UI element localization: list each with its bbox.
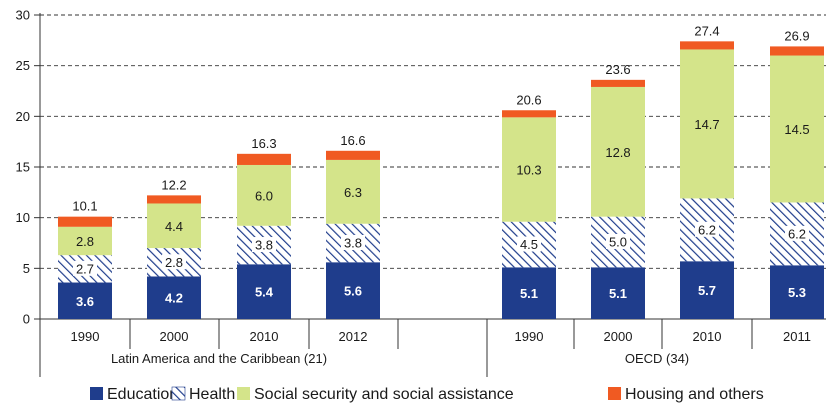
segment-label: 4.4	[165, 219, 183, 234]
x-tick-label: 2011	[783, 329, 811, 344]
bar-segment	[502, 267, 556, 319]
bar-segment	[770, 55, 824, 203]
segment-label: 2.8	[165, 255, 183, 270]
segment-label: 12.8	[605, 145, 630, 160]
y-tick-label: 25	[16, 58, 30, 73]
label-backdrop	[606, 233, 630, 249]
segment-label: 5.6	[344, 284, 362, 299]
bar-segment	[237, 264, 291, 319]
segment-label: 5.0	[609, 234, 627, 249]
legend-swatch	[171, 386, 186, 401]
y-tick-label: 5	[23, 261, 30, 276]
x-tick-label: 2010	[250, 329, 279, 344]
segment-label: 14.7	[694, 117, 719, 132]
bar-segment	[680, 261, 734, 319]
legend: Education Health Social security and socia…	[90, 386, 764, 403]
bar-segment	[680, 49, 734, 199]
legend-label: Education	[107, 386, 178, 403]
bar-segment	[591, 267, 645, 319]
bar-segment	[591, 86, 645, 217]
bars	[58, 41, 824, 319]
bar-segment	[58, 226, 112, 256]
label-backdrop	[252, 237, 276, 253]
bar-segment	[147, 195, 201, 204]
total-label: 26.9	[784, 28, 809, 43]
bar-segment	[147, 276, 201, 319]
x-tick-label: 1990	[515, 329, 544, 344]
x-tick-label: 2010	[693, 329, 722, 344]
segment-label: 5.7	[698, 283, 716, 298]
label-backdrop	[695, 221, 719, 237]
label-backdrop	[517, 236, 541, 252]
segment-label: 3.8	[255, 238, 273, 253]
segment-label: 6.2	[698, 222, 716, 237]
bar-segment	[58, 216, 112, 227]
group-label: OECD (34)	[625, 351, 689, 366]
group-label: Latin America and the Caribbean (21)	[111, 351, 327, 366]
segment-label: 5.1	[609, 286, 627, 301]
bar-segment	[502, 110, 556, 118]
total-label: 16.6	[340, 133, 365, 148]
segment-label: 5.4	[255, 285, 274, 300]
bar-segment	[680, 41, 734, 50]
legend-label: Housing and others	[625, 386, 764, 403]
total-label: 27.4	[694, 23, 719, 38]
segment-label: 6.2	[788, 226, 806, 241]
x-tick-label: 2012	[339, 329, 368, 344]
legend-swatch	[608, 387, 621, 400]
x-tick-label: 2000	[604, 329, 633, 344]
bar-segment	[237, 153, 291, 165]
y-tick-label: 15	[16, 160, 30, 175]
total-label: 12.2	[161, 177, 186, 192]
bar-segment	[770, 46, 824, 56]
y-tick-label: 30	[16, 8, 30, 23]
y-tick-label: 20	[16, 109, 30, 124]
legend-swatch	[237, 387, 250, 400]
bar-segment	[326, 150, 380, 160]
segment-label: 5.1	[520, 286, 538, 301]
labels: 3.6 2.7 2.8 10.1 4.2 2.8 4.4 12.2 5.4 3.8 6.0 16.3 5…	[72, 23, 809, 308]
total-label: 10.1	[72, 199, 97, 214]
segment-label: 4.5	[520, 237, 538, 252]
segment-label: 6.3	[344, 185, 362, 200]
label-backdrop	[785, 225, 809, 241]
bar-segment	[237, 164, 291, 226]
segment-label: 2.8	[76, 234, 94, 249]
segment-label: 10.3	[516, 163, 541, 178]
segment-label: 5.3	[788, 285, 806, 300]
label-backdrop	[341, 235, 365, 250]
bar-segment	[770, 265, 824, 319]
y-tick-label: 0	[23, 312, 30, 327]
segment-label: 4.2	[165, 291, 183, 306]
legend-label: Health	[189, 386, 235, 403]
label-backdrop	[162, 254, 186, 270]
total-label: 16.3	[251, 136, 276, 151]
bar-segment	[326, 159, 380, 224]
bar-segment	[502, 117, 556, 222]
segment-label: 3.6	[76, 294, 94, 309]
y-tick-label: 10	[16, 210, 30, 225]
label-backdrop	[73, 260, 97, 276]
segment-label: 3.8	[344, 236, 362, 251]
x-tick-label: 1990	[71, 329, 100, 344]
segment-label: 6.0	[255, 188, 273, 203]
segment-label: 2.7	[76, 261, 94, 276]
segment-label: 14.5	[784, 122, 809, 137]
total-label: 20.6	[516, 92, 541, 107]
bar-segment	[591, 79, 645, 87]
bar-segment	[326, 262, 380, 319]
bar-segment	[58, 282, 112, 319]
legend-label: Social security and social assistance	[254, 386, 514, 403]
legend-swatch	[90, 387, 103, 400]
x-tick-label: 2000	[160, 329, 189, 344]
total-label: 23.6	[605, 62, 630, 77]
bar-segment	[147, 203, 201, 249]
